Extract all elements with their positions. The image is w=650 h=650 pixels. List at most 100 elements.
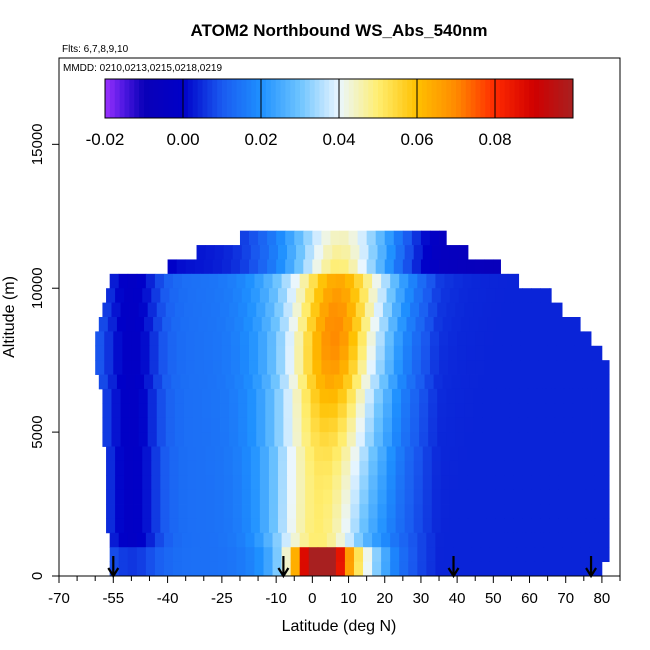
heatmap-cell — [283, 388, 293, 404]
colorbar-segment — [348, 79, 355, 118]
heatmap-cell — [299, 547, 310, 563]
heatmap-cell — [180, 317, 190, 332]
heatmap-cell — [305, 245, 315, 260]
heatmap-cell — [267, 259, 277, 275]
heatmap-cell — [156, 302, 167, 318]
heatmap-cell — [540, 475, 550, 491]
heatmap-cell — [133, 489, 143, 505]
heatmap-cell — [395, 518, 406, 534]
heatmap-cell — [106, 504, 116, 519]
heatmap-cell — [279, 374, 290, 390]
heatmap-cell — [431, 245, 442, 260]
heatmap-cell — [507, 547, 518, 563]
heatmap-cell — [439, 360, 449, 375]
heatmap-cell — [129, 388, 140, 404]
heatmap-cell — [127, 273, 138, 289]
heatmap-cell — [332, 460, 342, 476]
heatmap-cell — [285, 345, 295, 361]
heatmap-cell — [467, 460, 478, 476]
heatmap-cell — [348, 345, 358, 361]
x-tick-label: 70 — [557, 590, 574, 607]
heatmap-cell — [178, 460, 188, 476]
heatmap-cell — [165, 403, 176, 419]
heatmap-cell — [234, 374, 244, 390]
heatmap-cell — [230, 331, 241, 347]
heatmap-cell — [187, 504, 197, 519]
heatmap-cell — [227, 561, 237, 577]
heatmap-cell — [545, 302, 556, 318]
heatmap-cell — [310, 388, 320, 404]
heatmap-cell — [431, 504, 442, 519]
heatmap-cell — [576, 446, 587, 462]
heatmap-cell — [401, 388, 411, 404]
heatmap-cell — [332, 475, 342, 491]
heatmap-cell — [428, 432, 438, 447]
heatmap-cell — [444, 273, 454, 289]
heatmap-cell — [386, 288, 396, 304]
heatmap-cell — [401, 432, 411, 447]
x-tick-label: -40 — [157, 590, 179, 607]
heatmap-cell — [241, 489, 252, 505]
heatmap-cell — [401, 403, 411, 419]
heatmap-cell — [310, 432, 320, 447]
heatmap-cell — [603, 475, 610, 491]
heatmap-cell — [321, 230, 331, 246]
heatmap-cell — [346, 302, 357, 318]
x-tick-label: 80 — [594, 590, 611, 607]
heatmap-cell — [585, 504, 596, 519]
colorbar-segment — [163, 79, 169, 118]
heatmap-cell — [359, 446, 369, 462]
heatmap-cell — [397, 374, 407, 390]
heatmap-cell — [596, 374, 606, 390]
heatmap-cell — [498, 547, 509, 563]
heatmap-cell — [493, 259, 501, 275]
colorbar-segment — [548, 79, 554, 118]
heatmap-cell — [201, 432, 212, 447]
heatmap-cell — [341, 245, 351, 260]
heatmap-cell — [238, 432, 248, 447]
heatmap-cell — [259, 504, 270, 519]
heatmap-cell — [542, 374, 552, 390]
heatmap-cell — [232, 504, 243, 519]
heatmap-cell — [192, 302, 203, 318]
heatmap-cell — [283, 417, 293, 433]
heatmap-cell — [265, 388, 275, 404]
heatmap-cell — [214, 489, 225, 505]
heatmap-cell — [554, 302, 563, 318]
colorbar-segment — [256, 79, 262, 118]
heatmap-cell — [419, 417, 429, 433]
heatmap-cell — [538, 345, 549, 361]
colorbar-segment — [324, 79, 330, 118]
heatmap-cell — [368, 518, 378, 534]
heatmap-cell — [509, 417, 520, 433]
heatmap-cell — [440, 504, 451, 519]
heatmap-cell — [384, 345, 395, 361]
heatmap-cell — [138, 388, 149, 404]
colorbar-segment — [109, 79, 116, 118]
heatmap-cell — [330, 230, 340, 246]
heatmap-cell — [323, 504, 333, 519]
heatmap-cell — [357, 230, 368, 246]
heatmap-cell — [518, 302, 529, 318]
heatmap-cell — [522, 460, 532, 476]
heatmap-cell — [449, 245, 460, 260]
heatmap-cell — [182, 547, 192, 563]
heatmap-cell — [277, 245, 288, 260]
heatmap-cell — [428, 388, 438, 404]
x-axis: -70 -55 -40 -25 -10 0 10 20 30 40 50 60 70 80 — [48, 576, 621, 607]
heatmap-cell — [339, 331, 349, 347]
heatmap-cell — [585, 460, 596, 476]
heatmap-cell — [482, 432, 492, 447]
heatmap-cell — [201, 388, 212, 404]
heatmap-cell — [513, 518, 523, 534]
heatmap-cell — [220, 417, 230, 433]
heatmap-cell — [428, 417, 438, 433]
heatmap-cell — [247, 388, 257, 404]
heatmap-cell — [381, 547, 391, 563]
heatmap-cell — [467, 475, 478, 491]
heatmap-cell — [111, 432, 121, 447]
heatmap-cell — [429, 331, 440, 347]
heatmap-cell — [151, 504, 161, 519]
heatmap-cell — [377, 446, 387, 462]
heatmap-cell — [500, 432, 511, 447]
